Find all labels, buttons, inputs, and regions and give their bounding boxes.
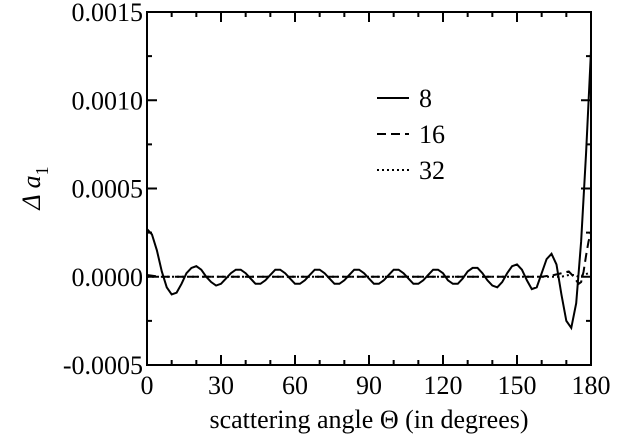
- x-tick-label: 30: [208, 371, 234, 400]
- legend-label-32: 32: [419, 156, 445, 185]
- y-tick-label: 0.0005: [72, 175, 144, 204]
- x-tick-label: 120: [424, 371, 463, 400]
- y-axis-title-subscript: 1: [32, 166, 52, 175]
- legend-label-8: 8: [419, 84, 432, 113]
- x-tick-label: 180: [572, 371, 611, 400]
- x-tick-label: 0: [141, 371, 154, 400]
- x-tick-label: 90: [356, 371, 382, 400]
- y-tick-label: 0.0015: [72, 0, 144, 27]
- series-line-32: [147, 270, 591, 278]
- y-axis-ticks: -0.0005 0.0000 0.0005 0.0010 0.0015: [63, 0, 591, 380]
- x-tick-label: 150: [498, 371, 537, 400]
- series-line-8: [147, 50, 591, 331]
- series-layer: [147, 50, 591, 331]
- legend: 8 16 32: [377, 84, 445, 185]
- x-axis-ticks: 0 30 60 90 120 150 180: [141, 12, 611, 400]
- y-axis-title: Δ a1: [17, 166, 52, 210]
- y-tick-label: 0.0010: [72, 86, 144, 115]
- x-axis-title: scattering angle Θ (in degrees): [209, 405, 528, 434]
- x-tick-label: 60: [282, 371, 308, 400]
- y-tick-label: 0.0000: [72, 263, 144, 292]
- plot-frame: [146, 11, 592, 366]
- y-axis-title-main: Δ a: [17, 175, 46, 210]
- y-tick-label: -0.0005: [63, 351, 143, 380]
- legend-label-16: 16: [419, 120, 445, 149]
